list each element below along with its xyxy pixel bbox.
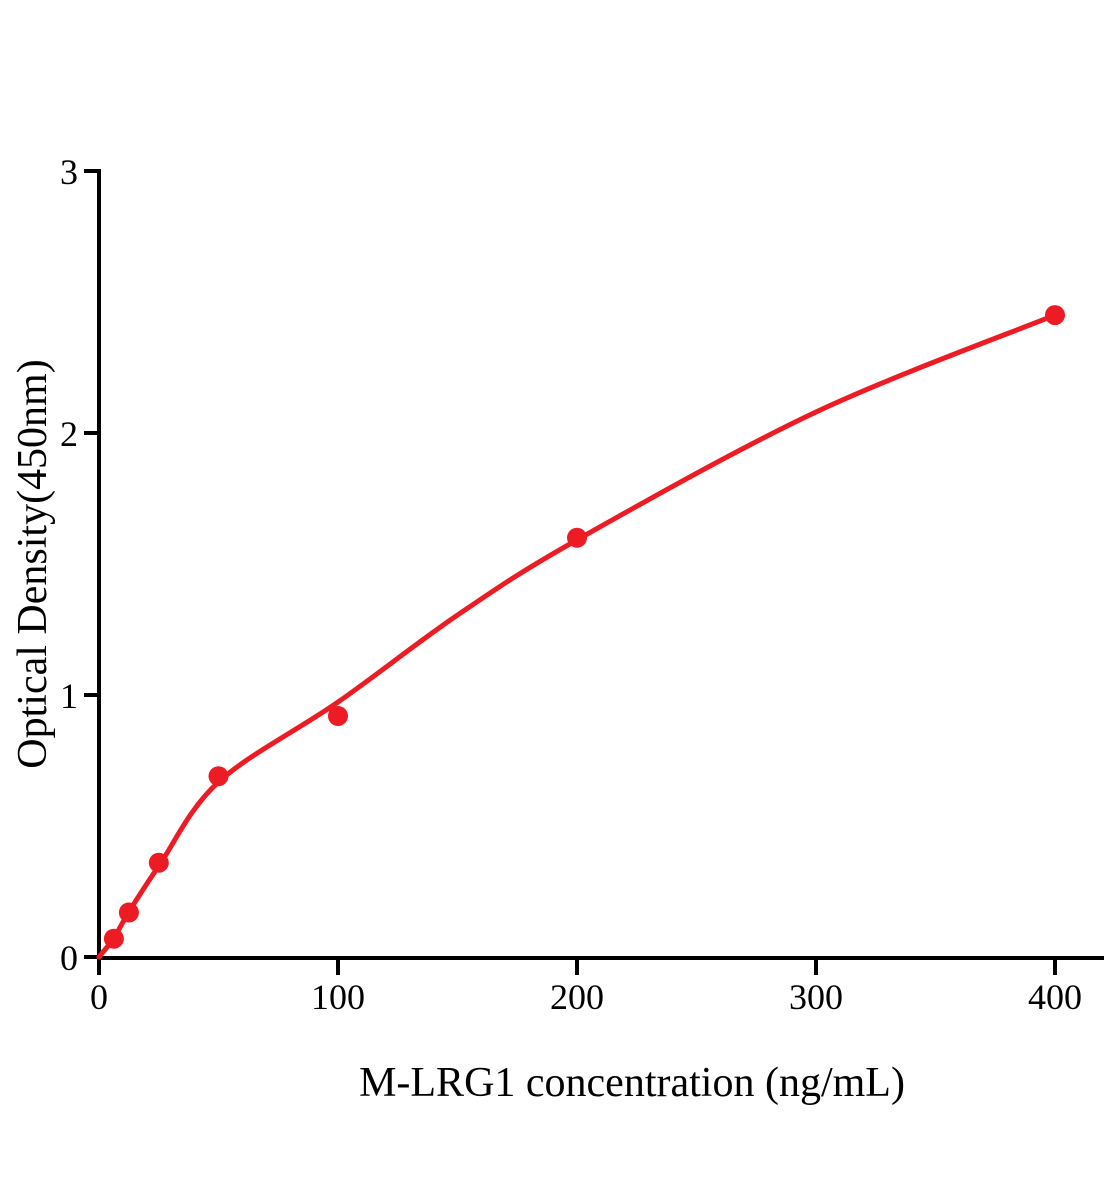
data-point [103,928,124,949]
fit-curve-path [96,312,1058,960]
x-tick-label: 300 [789,977,843,1017]
data-point [118,902,139,923]
data-point [148,852,169,873]
y-tick-label: 3 [60,152,78,192]
x-tick-label: 200 [550,977,604,1017]
y-tick-label: 1 [60,676,78,716]
data-point [328,706,348,726]
data-points [103,305,1065,949]
y-tick-label: 0 [60,938,78,978]
axes [97,169,1104,960]
axis-tick-labels: 0 100 200 300 400 0 1 2 3 [60,152,1082,1017]
y-axis-title: Optical Density(450nm) [10,359,56,769]
x-axis-title: M-LRG1 concentration (ng/mL) [359,1060,905,1106]
x-tick-label: 0 [90,977,108,1017]
data-point [1045,305,1065,326]
data-point [567,527,587,548]
y-tick-label: 2 [60,414,78,454]
axis-ticks [84,169,1057,975]
fit-curve [96,312,1058,960]
data-point [208,766,229,787]
x-tick-label: 100 [311,977,365,1017]
x-tick-label: 400 [1028,977,1082,1017]
